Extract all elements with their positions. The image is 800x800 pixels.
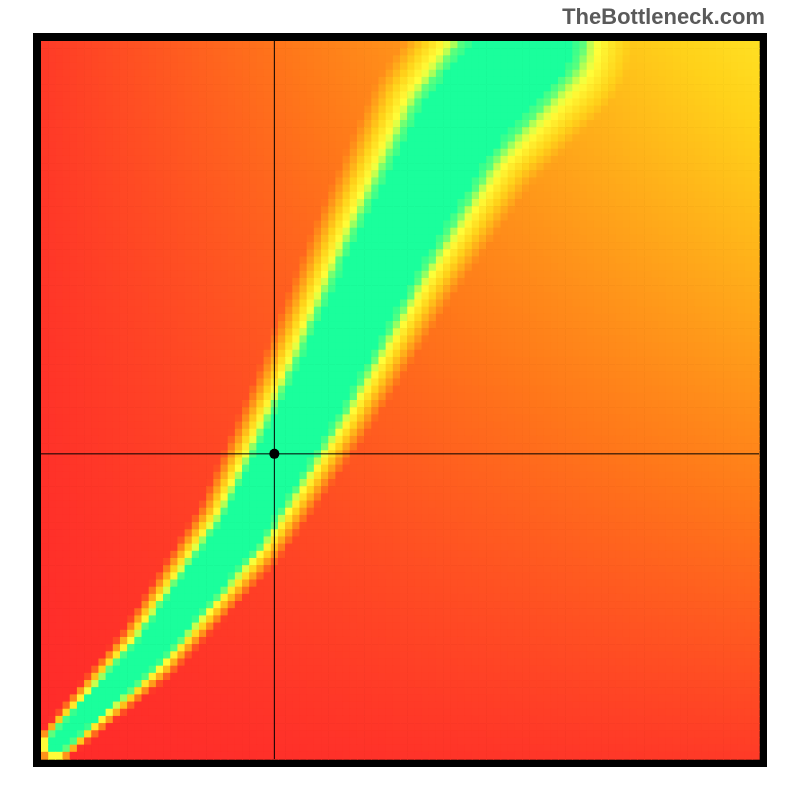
heatmap-canvas xyxy=(33,33,767,767)
heatmap-plot xyxy=(33,33,767,767)
chart-container: TheBottleneck.com xyxy=(0,0,800,800)
watermark-text: TheBottleneck.com xyxy=(562,4,765,30)
